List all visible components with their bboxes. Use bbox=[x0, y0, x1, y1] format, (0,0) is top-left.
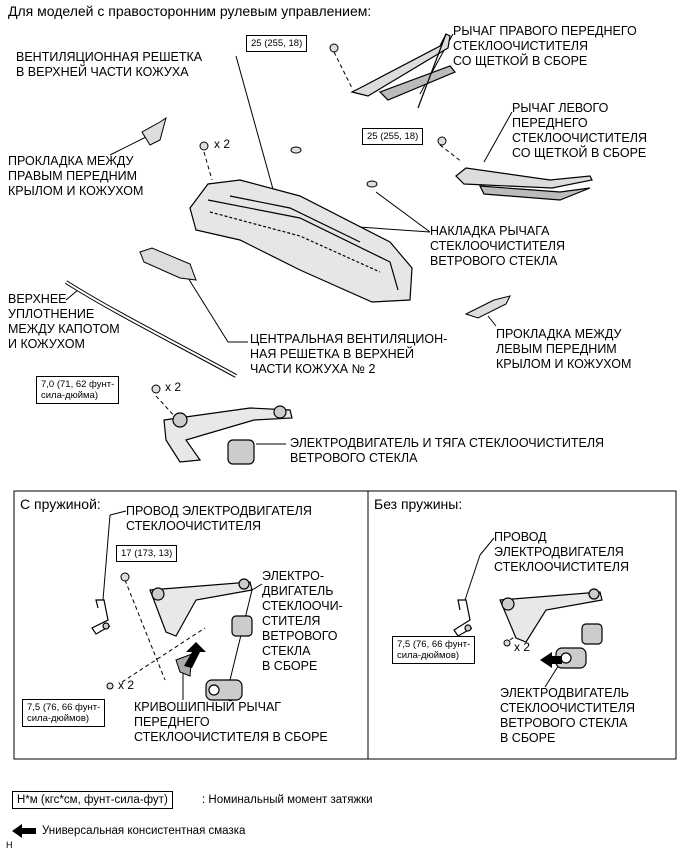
panel-right-title: Без пружины: bbox=[374, 496, 463, 512]
figure-code: H bbox=[6, 840, 13, 850]
leader-cowl-vent bbox=[235, 55, 277, 201]
label-left-wire: ПРОВОД ЭЛЕКТРОДВИГАТЕЛЯ СТЕКЛООЧИСТИТЕЛЯ bbox=[126, 504, 312, 533]
left-seal-drawing bbox=[464, 295, 511, 319]
label-center-vent: ЦЕНТРАЛЬНАЯ ВЕНТИЛЯЦИОН- НАЯ РЕШЕТКА В В… bbox=[250, 332, 448, 376]
legend-torque-unit: Н*м (кгс*см, фунт-сила-фут) bbox=[12, 791, 173, 809]
label-right-seal: ПРОКЛАДКА МЕЖДУ ПРАВЫМ ПЕРЕДНИМ КРЫЛОМ И… bbox=[8, 154, 144, 198]
label-right-wire: ПРОВОД ЭЛЕКТРОДВИГАТЕЛЯ СТЕКЛООЧИСТИТЕЛЯ bbox=[494, 530, 629, 574]
leader-hood-seal bbox=[65, 289, 79, 301]
left-motor-drawing bbox=[205, 679, 243, 701]
panel-without-spring-frame bbox=[367, 490, 677, 760]
right-link-drawing bbox=[499, 588, 603, 645]
grease-arrow-left bbox=[184, 642, 206, 668]
right-motor-drawing bbox=[555, 647, 587, 669]
cowl-vent-drawing bbox=[189, 179, 413, 303]
legend-grease-arrow-icon bbox=[12, 824, 36, 838]
motor-link-drawing bbox=[163, 405, 293, 465]
torque-right-wiper: 25 (255, 18) bbox=[246, 35, 308, 52]
left-wire-drawing bbox=[91, 599, 111, 635]
leader-pivot-cover-2 bbox=[375, 191, 431, 233]
label-left-seal: ПРОКЛАДКА МЕЖДУ ЛЕВЫМ ПЕРЕДНИМ КРЫЛОМ И … bbox=[496, 327, 632, 371]
leader-left-seal bbox=[487, 315, 497, 327]
page-header: Для моделей с правосторонним рулевым упр… bbox=[8, 3, 372, 19]
panel-left-title: С пружиной: bbox=[20, 496, 101, 512]
pivot-cover-2-drawing bbox=[366, 180, 378, 188]
leader-wire-left-b bbox=[102, 514, 111, 601]
right-wiper-arm-drawing bbox=[350, 33, 456, 109]
legend-grease-label: Универсальная консистентная смазка bbox=[42, 825, 246, 837]
qty-right-bolt: x 2 bbox=[514, 640, 531, 654]
torque-motor-left: 7,5 (76, 66 фунт- сила-дюймов) bbox=[22, 699, 106, 727]
label-right-wiper-arm: РЫЧАГ ПРАВОГО ПЕРЕДНЕГО СТЕКЛООЧИСТИТЕЛЯ… bbox=[453, 24, 637, 68]
label-right-motor: ЭЛЕКТРОДВИГАТЕЛЬ СТЕКЛООЧИСТИТЕЛЯ ВЕТРОВ… bbox=[500, 686, 635, 745]
qty-motor-bolt: x 2 bbox=[165, 380, 182, 394]
torque-motor-main: 7,0 (71, 62 фунт- сила-дюйма) bbox=[36, 376, 120, 404]
label-left-wiper-arm: РЫЧАГ ЛЕВОГО ПЕРЕДНЕГО СТЕКЛООЧИСТИТЕЛЯ … bbox=[512, 101, 647, 160]
qty-cowl-bolt: x 2 bbox=[214, 137, 231, 151]
center-vent-drawing bbox=[139, 247, 197, 281]
label-hood-seal: ВЕРХНЕЕ УПЛОТНЕНИЕ МЕЖДУ КАПОТОМ И КОЖУХ… bbox=[8, 292, 120, 351]
bolt-drawings bbox=[106, 43, 511, 690]
leader-left-wiper bbox=[483, 111, 513, 163]
torque-crank-left: 17 (173, 13) bbox=[116, 545, 178, 562]
leader-right-seal bbox=[109, 134, 151, 156]
label-left-motor: ЭЛЕКТРО- ДВИГАТЕЛЬ СТЕКЛООЧИ- СТИТЕЛЯ ВЕ… bbox=[262, 569, 343, 673]
pivot-cover-1-drawing bbox=[290, 146, 302, 154]
right-wire-drawing bbox=[453, 599, 473, 637]
label-crank-arm: КРИВОШИПНЫЙ РЫЧАГ ПЕРЕДНЕГО СТЕКЛООЧИСТИ… bbox=[134, 700, 328, 744]
right-seal-drawing bbox=[141, 116, 167, 146]
leader-motor-left bbox=[251, 583, 263, 591]
label-pivot-cover: НАКЛАДКА РЫЧАГА СТЕКЛООЧИСТИТЕЛЯ ВЕТРОВО… bbox=[430, 224, 565, 268]
label-cowl-top-vent: ВЕНТИЛЯЦИОННАЯ РЕШЕТКА В ВЕРХНЕЙ ЧАСТИ К… bbox=[16, 50, 203, 79]
grease-arrow-right bbox=[540, 652, 562, 668]
torque-motor-right: 7,5 (76, 66 фунт- сила-дюймов) bbox=[392, 636, 476, 664]
leader-wire-right-b bbox=[464, 554, 481, 601]
label-motor-link: ЭЛЕКТРОДВИГАТЕЛЬ И ТЯГА СТЕКЛООЧИСТИТЕЛЯ… bbox=[290, 436, 605, 465]
left-link-drawing bbox=[149, 578, 253, 637]
qty-left-bolt: x 2 bbox=[118, 678, 135, 692]
leader-wire-right bbox=[479, 537, 495, 556]
legend-torque-desc: : Номинальный момент затяжки bbox=[202, 794, 373, 806]
torque-left-wiper: 25 (255, 18) bbox=[362, 128, 424, 145]
left-wiper-arm-drawing bbox=[455, 167, 593, 201]
leader-wire-left bbox=[109, 510, 127, 516]
